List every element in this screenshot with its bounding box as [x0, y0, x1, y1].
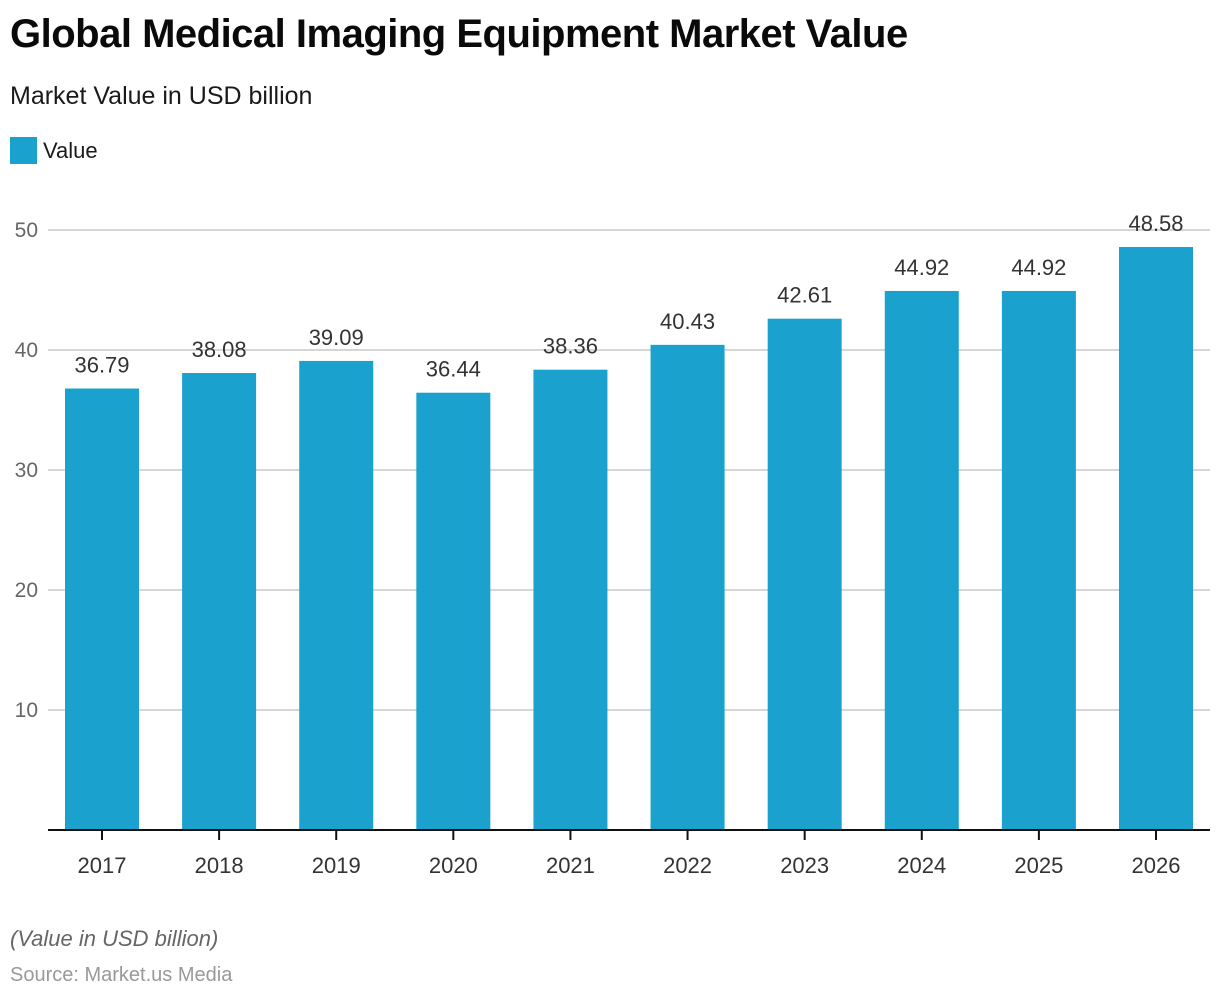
y-tick-label: 10 — [15, 699, 38, 722]
data-label: 44.92 — [894, 255, 949, 280]
data-label: 38.08 — [192, 337, 247, 362]
bar — [767, 318, 842, 830]
data-labels: 36.79 38.08 39.09 36.44 38.36 40.43 42.61 44.92… — [74, 211, 1183, 382]
x-tick-label: 2024 — [897, 853, 946, 878]
bar — [65, 388, 139, 830]
chart-title: Global Medical Imaging Equipment Market … — [10, 12, 908, 56]
y-axis-ticks: 10 20 30 40 50 — [15, 219, 38, 722]
bars — [65, 247, 1193, 831]
bar — [299, 360, 374, 830]
data-label: 48.58 — [1128, 211, 1183, 236]
y-tick-label: 50 — [15, 219, 38, 242]
x-tick-label: 2023 — [780, 853, 829, 878]
x-axis: 2017 2018 2019 2020 2021 2022 2023 2024 2025 2026 — [48, 829, 1210, 878]
data-label: 42.61 — [777, 283, 832, 308]
bar — [533, 369, 608, 830]
legend: Value — [10, 137, 98, 164]
data-label: 36.79 — [74, 353, 129, 378]
x-tick-label: 2021 — [546, 853, 595, 878]
x-tick-label: 2022 — [663, 853, 712, 878]
bar — [182, 373, 257, 830]
legend-label: Value — [43, 137, 98, 163]
y-tick-label: 40 — [15, 339, 38, 362]
x-tick-label: 2020 — [429, 853, 478, 878]
y-tick-label: 30 — [15, 459, 38, 482]
x-tick-label: 2017 — [78, 853, 127, 878]
bar — [416, 392, 491, 830]
data-label: 36.44 — [426, 357, 481, 382]
chart-source: Source: Market.us Media — [10, 964, 233, 986]
data-label: 38.36 — [543, 334, 598, 359]
bar — [884, 290, 959, 831]
data-label: 39.09 — [309, 325, 364, 350]
chart-subtitle: Market Value in USD billion — [10, 82, 313, 110]
x-tick-label: 2026 — [1132, 853, 1181, 878]
x-tick-label: 2018 — [195, 853, 244, 878]
data-label: 44.92 — [1011, 255, 1066, 280]
bar — [1001, 290, 1076, 831]
y-tick-label: 20 — [15, 579, 38, 602]
legend-swatch — [10, 137, 37, 164]
chart-note: (Value in USD billion) — [10, 926, 219, 951]
x-tick-label: 2025 — [1014, 853, 1063, 878]
bar — [1119, 247, 1193, 831]
data-label: 40.43 — [660, 309, 715, 334]
x-tick-label: 2019 — [312, 853, 361, 878]
bar — [650, 344, 725, 830]
